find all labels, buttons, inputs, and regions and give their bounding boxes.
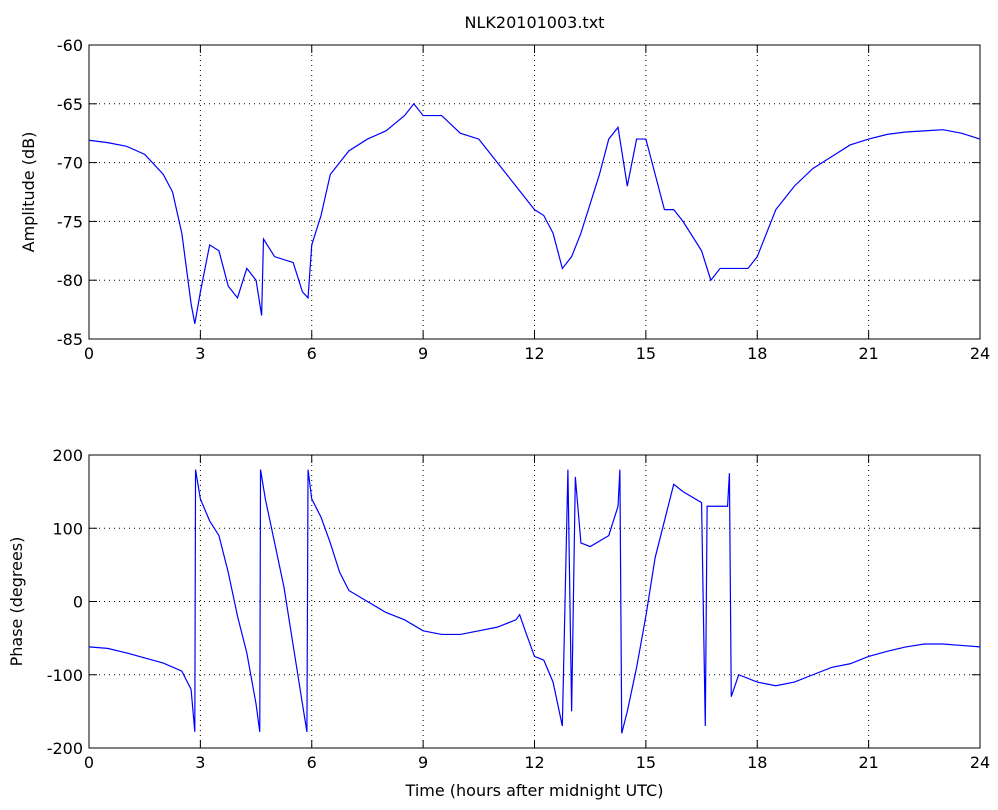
plot-area xyxy=(89,45,980,339)
data-line xyxy=(88,102,981,324)
x-tick-label: 9 xyxy=(418,344,428,363)
data-line xyxy=(88,469,981,734)
y-tick-label: -60 xyxy=(57,36,83,55)
x-tick-label: 0 xyxy=(84,344,94,363)
y-tick-label: -80 xyxy=(57,271,83,290)
x-tick-label: 12 xyxy=(524,753,544,772)
x-tick-label: 12 xyxy=(524,344,544,363)
x-tick-label: 24 xyxy=(970,344,990,363)
x-axis-label: Time (hours after midnight UTC) xyxy=(405,781,664,800)
y-tick-label: 0 xyxy=(73,593,83,612)
y-tick-label: -100 xyxy=(47,666,83,685)
x-tick-label: 0 xyxy=(84,753,94,772)
x-tick-label: 24 xyxy=(970,753,990,772)
x-tick-label: 6 xyxy=(307,344,317,363)
y-tick-label: 100 xyxy=(52,519,83,538)
y-tick-label: 200 xyxy=(52,446,83,465)
y-tick-label: -75 xyxy=(57,212,83,231)
x-tick-label: 18 xyxy=(747,344,767,363)
chart-title: NLK20101003.txt xyxy=(465,13,605,32)
y-tick-label: -200 xyxy=(47,739,83,758)
axes-frame xyxy=(88,44,981,340)
x-tick-label: 15 xyxy=(636,753,656,772)
y-tick-label: -70 xyxy=(57,154,83,173)
x-tick-label: 3 xyxy=(195,753,205,772)
x-tick-label: 15 xyxy=(636,344,656,363)
x-tick-label: 21 xyxy=(858,344,878,363)
x-tick-label: 9 xyxy=(418,753,428,772)
axes-frame xyxy=(88,454,981,749)
x-tick-label: 21 xyxy=(858,753,878,772)
y-axis-label: Phase (degrees) xyxy=(7,537,26,667)
x-tick-label: 3 xyxy=(195,344,205,363)
x-tick-label: 18 xyxy=(747,753,767,772)
y-tick-label: -85 xyxy=(57,330,83,349)
y-axis-label: Amplitude (dB) xyxy=(19,132,38,253)
y-tick-label: -65 xyxy=(57,95,83,114)
x-tick-label: 6 xyxy=(307,753,317,772)
